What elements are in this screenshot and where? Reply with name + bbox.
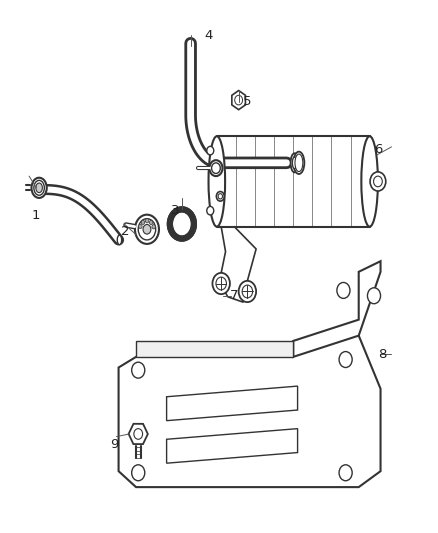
Circle shape bbox=[339, 352, 352, 368]
Ellipse shape bbox=[135, 215, 159, 244]
Circle shape bbox=[337, 282, 350, 298]
Circle shape bbox=[141, 220, 145, 224]
Text: 6: 6 bbox=[374, 143, 382, 156]
Ellipse shape bbox=[216, 191, 224, 201]
Circle shape bbox=[134, 429, 143, 439]
Polygon shape bbox=[293, 261, 381, 357]
Ellipse shape bbox=[293, 152, 304, 174]
Circle shape bbox=[132, 362, 145, 378]
Ellipse shape bbox=[173, 213, 191, 235]
Circle shape bbox=[139, 224, 142, 229]
Polygon shape bbox=[166, 386, 297, 421]
Circle shape bbox=[374, 176, 382, 187]
Circle shape bbox=[239, 281, 256, 302]
FancyBboxPatch shape bbox=[217, 136, 370, 227]
Circle shape bbox=[370, 172, 386, 191]
Text: 7: 7 bbox=[230, 289, 239, 302]
Polygon shape bbox=[119, 336, 381, 487]
Ellipse shape bbox=[218, 193, 223, 199]
Text: 5: 5 bbox=[243, 95, 251, 108]
Text: 9: 9 bbox=[110, 438, 118, 451]
Circle shape bbox=[339, 465, 352, 481]
Ellipse shape bbox=[292, 157, 297, 168]
Polygon shape bbox=[136, 341, 293, 357]
Circle shape bbox=[132, 465, 145, 481]
Circle shape bbox=[207, 206, 214, 215]
Circle shape bbox=[235, 95, 243, 105]
Ellipse shape bbox=[36, 183, 42, 192]
Circle shape bbox=[152, 224, 155, 229]
Ellipse shape bbox=[290, 154, 298, 172]
Polygon shape bbox=[166, 429, 297, 463]
Ellipse shape bbox=[208, 136, 225, 227]
Ellipse shape bbox=[209, 160, 223, 176]
Ellipse shape bbox=[212, 163, 220, 173]
Text: 4: 4 bbox=[204, 29, 212, 42]
Text: 2: 2 bbox=[121, 225, 129, 238]
Ellipse shape bbox=[32, 177, 47, 198]
Circle shape bbox=[216, 277, 226, 290]
Text: 3: 3 bbox=[171, 204, 180, 217]
Ellipse shape bbox=[361, 136, 378, 227]
Text: 1: 1 bbox=[32, 209, 40, 222]
Circle shape bbox=[143, 224, 151, 234]
Circle shape bbox=[207, 147, 214, 155]
Text: 8: 8 bbox=[378, 348, 387, 361]
Circle shape bbox=[149, 220, 153, 224]
Circle shape bbox=[212, 273, 230, 294]
Ellipse shape bbox=[295, 154, 303, 172]
Ellipse shape bbox=[34, 180, 44, 195]
Circle shape bbox=[367, 288, 381, 304]
Circle shape bbox=[242, 285, 253, 298]
Ellipse shape bbox=[117, 235, 122, 245]
Ellipse shape bbox=[138, 219, 155, 240]
Circle shape bbox=[145, 219, 149, 223]
